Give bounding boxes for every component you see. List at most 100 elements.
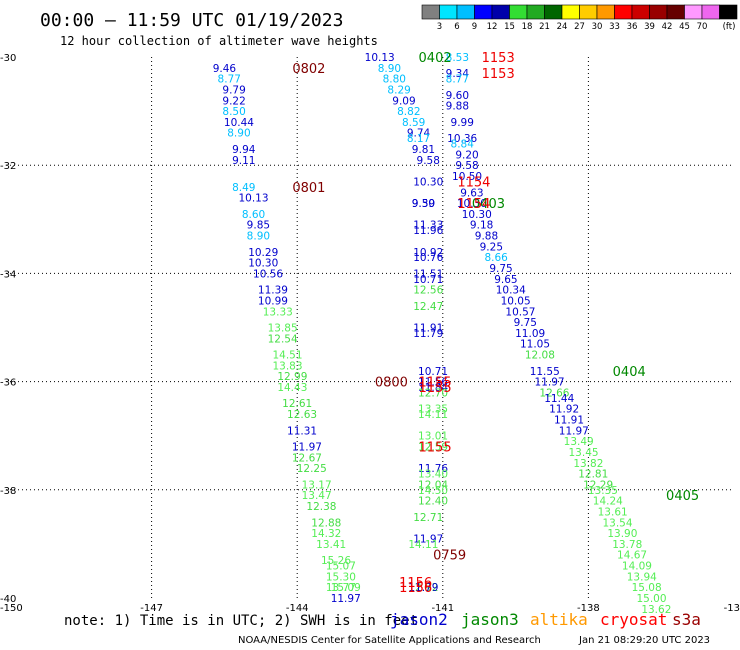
wave-height-point: 10.05 — [501, 295, 531, 307]
colorbar-swatch — [666, 4, 685, 20]
wave-height-point: 9.99 — [451, 117, 474, 129]
y-tick-label: -38 — [0, 486, 16, 497]
pass-label: 1155 — [419, 381, 452, 396]
grid — [6, 57, 734, 598]
wave-height-point: 8.66 — [484, 252, 508, 264]
wave-height-point: 11.76 — [418, 463, 448, 475]
wave-height-point: 8.50 — [222, 106, 245, 118]
wave-height-point: 15.00 — [636, 593, 666, 605]
x-tick-label: -150 — [0, 603, 23, 614]
colorbar-swatch — [421, 4, 440, 20]
wave-height-point: 11.96 — [413, 225, 443, 237]
wave-height-point: 13.61 — [598, 506, 628, 518]
wave-height-point: 13.40 — [418, 469, 448, 481]
wave-height-point: 9.75 — [514, 317, 537, 329]
colorbar-label: 15 — [504, 22, 515, 32]
colorbar-swatch — [719, 4, 738, 20]
colorbar-label: 30 — [592, 22, 603, 32]
footer-timestamp: Jan 21 08:29:20 UTC 2023 — [578, 635, 710, 646]
colorbar-swatch — [439, 4, 458, 20]
wave-height-point: 10.34 — [496, 285, 526, 297]
wave-height-point: 13.01 — [418, 431, 448, 443]
colorbar-label: 21 — [539, 22, 550, 32]
colorbar-label: 9 — [472, 22, 477, 32]
wave-height-point: 12.25 — [297, 463, 327, 475]
wave-height-point: 14.43 — [277, 382, 307, 394]
wave-height-point: 11.97 — [331, 593, 361, 605]
wave-height-point: 9.20 — [455, 149, 478, 161]
wave-height-point: 12.67 — [292, 452, 322, 464]
wave-height-point: 14.50 — [418, 485, 448, 497]
colorbar-swatch — [544, 4, 563, 20]
wave-height-point: 10.44 — [224, 117, 254, 129]
pass-label: 1153 — [482, 51, 515, 66]
wave-height-point: 11.97 — [413, 533, 443, 545]
wave-height-point: 13.83 — [272, 360, 302, 372]
footer-note: note: 1) Time is in UTC; 2) SWH is in fe… — [64, 613, 418, 629]
wave-height-point: 13.17 — [302, 479, 332, 491]
wave-height-point: 13.90 — [607, 528, 637, 540]
colorbar-swatch — [474, 4, 493, 20]
wave-height-point: 15.07 — [326, 561, 356, 573]
wave-height-point: 14.51 — [272, 350, 302, 362]
wave-height-point: 8.29 — [387, 84, 410, 96]
wave-height-point: 15.09 — [331, 582, 361, 594]
wave-height-point: 13.85 — [268, 323, 298, 335]
colorbar-label: 45 — [679, 22, 690, 32]
y-tick-label: -30 — [0, 53, 16, 64]
wave-height-point: 15.08 — [632, 582, 662, 594]
wave-height-point: 12.70 — [418, 387, 448, 399]
wave-height-point: 14.32 — [311, 528, 341, 540]
colorbar-label: 24 — [557, 22, 568, 32]
wave-height-point: 13.94 — [627, 571, 657, 583]
wave-height-point: 10.57 — [505, 306, 535, 318]
wave-height-point: 9.63 — [460, 187, 483, 199]
colorbar-label: 39 — [644, 22, 655, 32]
pass-label: 1156 — [399, 581, 432, 596]
colorbar-label: 27 — [574, 22, 585, 32]
wave-height-point: 9.59 — [412, 198, 435, 210]
colorbar-swatch — [701, 4, 720, 20]
wave-height-point: 12.63 — [287, 409, 317, 421]
wave-height-point: 8.77 — [218, 74, 241, 86]
wave-height-point: 11.79 — [413, 328, 443, 340]
legend-s3a: s3a — [672, 610, 701, 629]
pass-label: 1153 — [482, 67, 515, 82]
legend-jason2: jason2 — [390, 610, 448, 629]
wave-height-point: 11.91 — [554, 414, 584, 426]
wave-height-point: 13.62 — [641, 604, 671, 616]
wave-height-point: 9.11 — [232, 155, 255, 167]
x-tick-label: -141 — [431, 603, 454, 614]
wave-height-point: 10.13 — [365, 52, 395, 64]
wave-height-point: 12.71 — [413, 512, 443, 524]
wave-height-point: 11.44 — [544, 393, 574, 405]
wave-height-point: 8.49 — [232, 182, 255, 194]
pass-label: 1156 — [399, 576, 432, 591]
wave-height-point: 10.99 — [258, 295, 288, 307]
wave-height-point: 12.92 — [408, 582, 438, 594]
wave-height-point: 8.53 — [446, 52, 469, 64]
wave-height-point: 12.40 — [418, 496, 448, 508]
axis-ticks: -150 -147 -144 -141 -138 -13 -30 -32 -34 -36 -38 -4… — [0, 53, 740, 614]
pass-label: 0802 — [292, 62, 325, 77]
y-tick-label: -40 — [0, 594, 16, 605]
wave-height-point: 13.82 — [573, 458, 603, 470]
pass-label: 1155 — [419, 441, 452, 456]
satellite-legend: jason2 jason3 altika cryosat s3a — [390, 610, 701, 629]
x-tick-label: -138 — [577, 603, 600, 614]
wave-height-point: 14.11 — [418, 409, 448, 421]
wave-height-point: 12.59 — [418, 442, 448, 454]
wave-height-point: 12.08 — [525, 350, 555, 362]
wave-height-point: 9.88 — [446, 101, 469, 113]
wave-height-point: 10.76 — [413, 252, 443, 264]
pass-label: 1154 — [457, 175, 490, 190]
colorbar-swatch — [509, 4, 528, 20]
wave-height-point: 10.92 — [413, 247, 443, 259]
wave-height-point: 11.79 — [408, 582, 438, 594]
wave-height-point: 11.31 — [287, 425, 317, 437]
wave-height-point: 13.54 — [602, 517, 632, 529]
legend-cryosat: cryosat — [600, 610, 667, 629]
wave-height-point: 11.33 — [413, 220, 443, 232]
wave-height-point: 12.29 — [583, 479, 613, 491]
wave-height-point: 8.17 — [407, 133, 430, 145]
